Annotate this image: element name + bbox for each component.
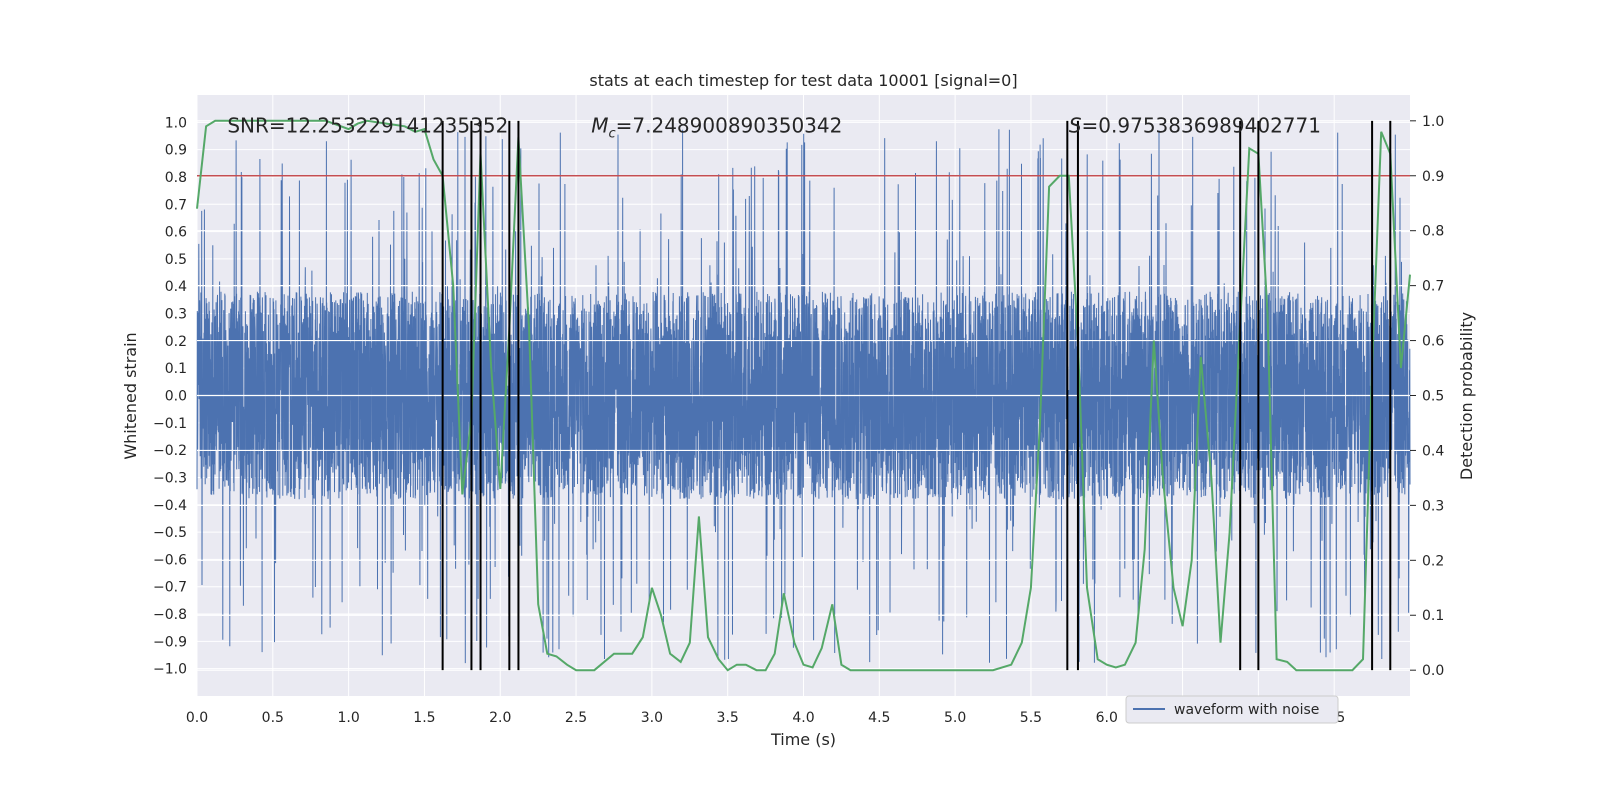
y-tick-label: −0.7: [153, 580, 187, 596]
y-tick-label: −0.2: [153, 443, 187, 459]
y2-tick-label: 0.9: [1422, 169, 1444, 185]
y2-tick-label: 0.0: [1422, 663, 1444, 679]
x-tick-label: 3.5: [717, 710, 739, 726]
y2-tick-label: 0.5: [1422, 389, 1444, 405]
y-tick-label: 0.6: [165, 225, 187, 241]
annotation-mc: Mc=7.248900890350342: [591, 113, 842, 141]
y-axis-label: Whitened strain: [121, 332, 140, 459]
x-tick-label: 4.5: [868, 710, 890, 726]
y2-tick-label: 0.2: [1422, 553, 1444, 569]
x-tick-label: 6.0: [1096, 710, 1118, 726]
y2-tick-labels: 1.0 0.9 0.8 0.7 0.6 0.5 0.4 0.3 0.2 0.1 0.0: [1410, 114, 1444, 679]
x-tick-label: 1.5: [413, 710, 435, 726]
y2-tick-label: 0.1: [1422, 608, 1444, 624]
y-tick-label: 1.0: [165, 115, 187, 131]
annotations: SNR=12.253229141235352 Mc=7.2489008903503…: [227, 113, 1321, 141]
noise-line: [196, 129, 1411, 664]
x-tick-label: 5.5: [1020, 710, 1042, 726]
x-tick-label: 2.0: [489, 710, 511, 726]
y-tick-label: 0.8: [165, 170, 187, 186]
noise-series: [196, 129, 1411, 664]
x-tick-label: 3.0: [641, 710, 663, 726]
x-tick-label: 0.0: [186, 710, 208, 726]
annotation-s: S=0.9753836989402771: [1069, 113, 1321, 137]
y-tick-labels: 1.0 0.9 0.8 0.7 0.6 0.5 0.4 0.3 0.2 0.1 0.0 −0.1 −0.…: [153, 115, 187, 677]
y-tick-label: −0.3: [153, 470, 187, 486]
y-tick-label: −0.5: [153, 525, 187, 541]
y-tick-label: −0.6: [153, 552, 187, 568]
y-tick-label: −0.1: [153, 416, 187, 432]
y-tick-label: −0.4: [153, 498, 187, 514]
y-tick-label: 0.5: [165, 252, 187, 268]
y2-tick-label: 0.3: [1422, 498, 1444, 514]
y-tick-label: −0.8: [153, 607, 187, 623]
legend-label: waveform with noise: [1174, 702, 1319, 718]
y-tick-label: 0.2: [165, 334, 187, 350]
y-tick-label: 0.3: [165, 307, 187, 323]
y-tick-label: 0.4: [165, 279, 187, 295]
y-tick-label: −1.0: [153, 662, 187, 678]
x-tick-label: 1.0: [337, 710, 359, 726]
y2-tick-label: 0.7: [1422, 279, 1444, 295]
legend: waveform with noise: [1125, 695, 1339, 724]
legend-box: [1125, 695, 1339, 724]
y-tick-label: 0.0: [165, 389, 187, 405]
x-tick-label: 5.0: [944, 710, 966, 726]
y2-tick-label: 0.6: [1422, 334, 1444, 350]
y2-tick-label: 0.8: [1422, 224, 1444, 240]
y-tick-label: −0.9: [153, 634, 187, 650]
y-tick-label: 0.7: [165, 197, 187, 213]
x-tick-label: 4.0: [792, 710, 814, 726]
y-tick-label: 0.9: [165, 143, 187, 159]
y2-tick-label: 0.4: [1422, 443, 1444, 459]
y2-tick-label: 1.0: [1422, 114, 1444, 130]
x-axis-label: Time (s): [770, 730, 836, 749]
y-tick-label: 0.1: [165, 361, 187, 377]
annotation-snr: SNR=12.253229141235352: [227, 113, 508, 137]
x-tick-label: 0.5: [262, 710, 284, 726]
probability-series: [196, 119, 1411, 672]
chart-title: stats at each timestep for test data 100…: [589, 71, 1017, 90]
x-tick-label: 2.5: [565, 710, 587, 726]
y2-axis-label: Detection probability: [1457, 312, 1476, 480]
probability-line: [196, 119, 1411, 672]
detection-vlines: [441, 120, 1392, 671]
